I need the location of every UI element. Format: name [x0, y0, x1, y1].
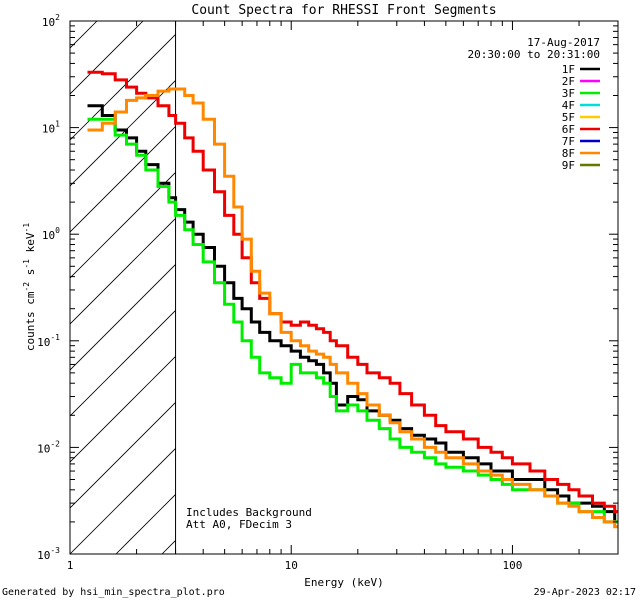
hatch-line	[70, 171, 176, 279]
date-label: 17-Aug-2017	[527, 36, 600, 49]
x-tick-label: 10	[285, 559, 298, 572]
hatch-line	[254, 0, 640, 554]
legend-label-7F: 7F	[562, 135, 575, 148]
footer-generated-by: Generated by hsi_min_spectra_plot.pro	[2, 587, 225, 598]
legend-label-6F: 6F	[562, 123, 575, 136]
y-tick-label: 101	[42, 120, 60, 136]
hatch-line	[622, 0, 640, 554]
hatch-line	[576, 0, 640, 554]
legend-label-2F: 2F	[562, 75, 575, 88]
series-line-8F	[87, 87, 618, 529]
time-range-label: 20:30:00 to 20:31:00	[468, 48, 600, 61]
y-tick-label: 10-2	[37, 439, 60, 455]
hatch-line	[70, 355, 176, 463]
hatch-line	[70, 309, 176, 417]
hatch-line	[70, 125, 176, 233]
chart-title: Count Spectra for RHESSI Front Segments	[191, 3, 496, 18]
hatch-line	[70, 21, 144, 95]
legend-label-1F: 1F	[562, 63, 575, 76]
y-tick-label: 10-1	[37, 333, 60, 349]
hatch-line	[208, 0, 640, 554]
y-tick-label: 102	[42, 13, 60, 29]
hatch-line	[530, 0, 640, 554]
background-note: Includes Background	[186, 506, 312, 519]
legend-label-3F: 3F	[562, 87, 575, 100]
series-line-3F	[87, 117, 618, 524]
series-line-1F	[87, 104, 618, 524]
x-tick-label: 1	[67, 559, 74, 572]
hatch-line	[70, 447, 176, 554]
x-tick-label: 100	[503, 559, 523, 572]
y-axis-label: counts cm-2 s-1 keV-1	[22, 223, 37, 351]
hatch-line	[0, 0, 118, 554]
legend-label-8F: 8F	[562, 147, 575, 160]
y-tick-label: 100	[42, 226, 60, 242]
y-tick-label: 10-3	[37, 546, 60, 562]
hatch-line	[70, 217, 176, 325]
hatch-line	[70, 33, 176, 141]
hatch-line	[392, 0, 640, 554]
legend-label-9F: 9F	[562, 159, 575, 172]
series-line-6F	[87, 70, 618, 514]
plot-frame	[69, 20, 619, 555]
excluded-energy-hatch	[0, 0, 640, 554]
footer-timestamp: 29-Apr-2023 02:17	[534, 587, 636, 598]
x-axis-label: Energy (keV)	[304, 576, 383, 589]
legend-label-5F: 5F	[562, 111, 575, 124]
hatch-line	[70, 79, 176, 187]
attenuator-note: Att A0, FDecim 3	[186, 518, 292, 531]
hatch-line	[70, 401, 176, 509]
legend-label-4F: 4F	[562, 99, 575, 112]
